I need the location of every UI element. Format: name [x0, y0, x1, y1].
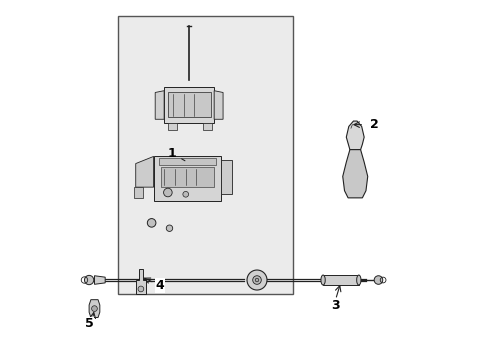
Text: 4: 4 [155, 279, 164, 292]
Polygon shape [161, 167, 214, 187]
Polygon shape [346, 121, 364, 150]
Text: 1: 1 [167, 147, 184, 161]
Polygon shape [153, 157, 221, 202]
Bar [118, 16, 292, 294]
Circle shape [246, 270, 266, 290]
Circle shape [373, 276, 382, 284]
Circle shape [163, 188, 172, 197]
Polygon shape [164, 87, 214, 123]
Circle shape [183, 192, 188, 197]
Polygon shape [89, 300, 100, 318]
Polygon shape [203, 123, 212, 130]
Polygon shape [135, 269, 146, 294]
Circle shape [252, 276, 261, 284]
Polygon shape [94, 276, 105, 284]
Polygon shape [342, 150, 367, 198]
Circle shape [147, 219, 156, 227]
Text: 3: 3 [330, 299, 339, 312]
Polygon shape [323, 275, 358, 285]
Circle shape [166, 225, 172, 231]
Polygon shape [159, 158, 215, 165]
Polygon shape [155, 91, 164, 119]
Circle shape [84, 275, 94, 285]
Polygon shape [167, 93, 210, 117]
Ellipse shape [320, 275, 325, 285]
Circle shape [91, 306, 97, 311]
Polygon shape [136, 157, 153, 187]
Circle shape [255, 278, 258, 282]
Polygon shape [221, 160, 231, 194]
Polygon shape [134, 187, 142, 198]
Circle shape [138, 286, 143, 292]
Polygon shape [167, 123, 176, 130]
Text: 5: 5 [84, 318, 93, 330]
Ellipse shape [356, 275, 360, 285]
Polygon shape [214, 91, 223, 119]
Text: 2: 2 [369, 118, 378, 131]
